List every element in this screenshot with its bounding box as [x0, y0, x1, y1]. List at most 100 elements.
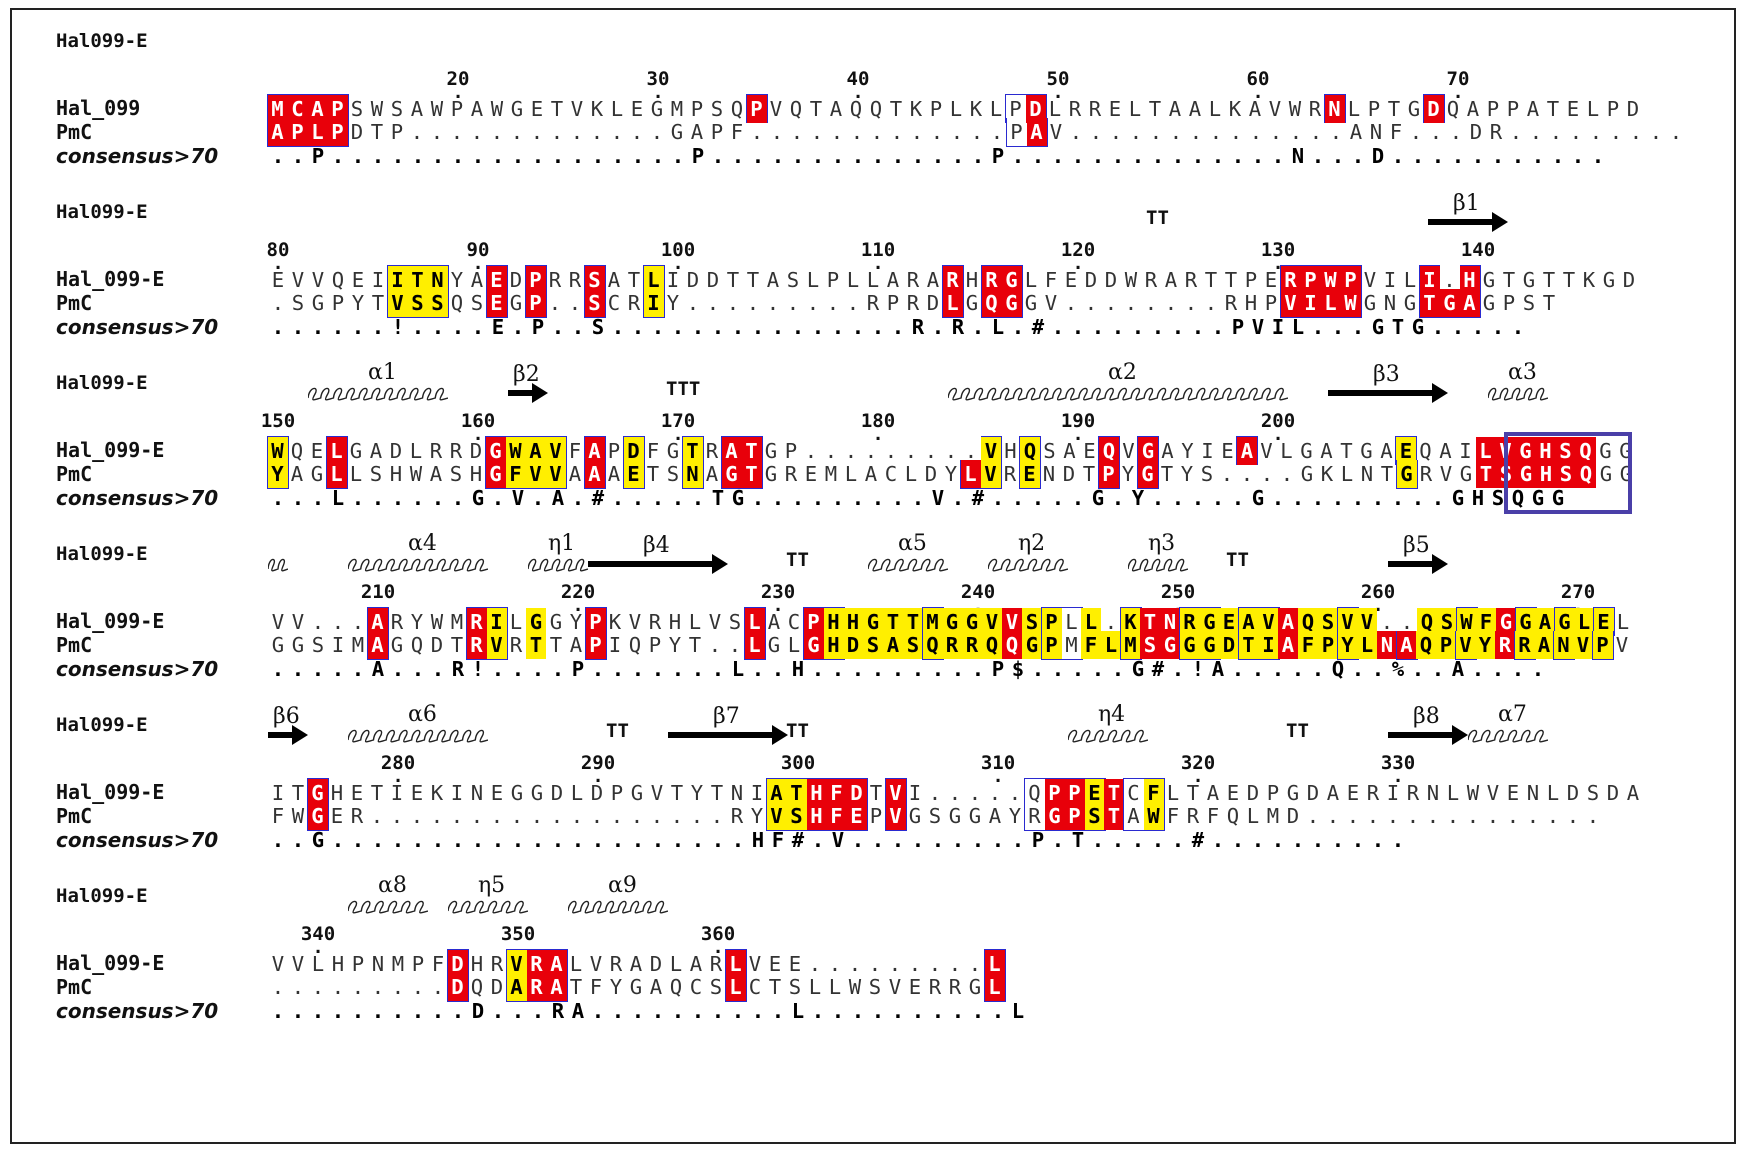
beta-strand-label: β8: [1413, 704, 1440, 729]
residue: .: [630, 804, 644, 828]
residue: I: [390, 781, 404, 805]
residue: .: [1311, 486, 1325, 510]
residue: .: [1329, 120, 1343, 144]
residue: G: [306, 802, 329, 831]
residue: .: [511, 828, 525, 852]
residue: L: [1048, 97, 1062, 121]
residue: .: [971, 315, 985, 339]
residue: .: [1249, 120, 1263, 144]
residue: .: [1391, 828, 1405, 852]
residue: .: [491, 828, 505, 852]
residue: R: [429, 439, 443, 463]
residue: R: [1184, 268, 1198, 292]
residue: .: [331, 999, 345, 1023]
residue: R: [449, 439, 463, 463]
residue: .: [1331, 486, 1345, 510]
residue: .: [1251, 144, 1265, 168]
residue: H: [469, 462, 483, 486]
residue: T: [741, 436, 763, 465]
residue: .: [950, 120, 964, 144]
residue: S: [786, 802, 807, 831]
residue: R: [526, 973, 547, 1002]
residue: R: [911, 315, 925, 339]
position-tick: .: [392, 766, 404, 787]
residue: .: [431, 657, 445, 681]
position-number-text: 130: [1260, 239, 1296, 261]
residue: D: [1286, 804, 1300, 828]
residue: K: [1119, 607, 1142, 636]
residue: .: [811, 999, 825, 1023]
residue: A: [1451, 657, 1465, 681]
consensus-label: consensus>70: [56, 315, 219, 339]
residue: R: [1406, 781, 1420, 805]
residue: I: [608, 633, 622, 657]
residue: .: [1446, 804, 1460, 828]
position-tick: .: [1272, 424, 1284, 445]
residue: .: [990, 120, 1004, 144]
helix-label: α7: [1498, 702, 1527, 727]
residue: I: [908, 781, 922, 805]
residue: .: [851, 315, 865, 339]
residue: T: [869, 781, 883, 805]
residue: D: [686, 268, 700, 292]
residue: .: [1351, 828, 1365, 852]
residue: L: [688, 610, 702, 634]
residue: S: [407, 289, 428, 318]
residue: Y: [450, 268, 464, 292]
residue: .: [591, 657, 605, 681]
residue: .: [908, 952, 922, 976]
residue: D: [926, 291, 940, 315]
residue: L: [1586, 97, 1600, 121]
residue: .: [450, 120, 464, 144]
position-tick: .: [1172, 595, 1184, 616]
residue: .: [1629, 120, 1643, 144]
residue: R: [1178, 607, 1200, 636]
residue: E: [1219, 608, 1239, 636]
residue: G: [1516, 460, 1536, 488]
residue: P: [648, 633, 662, 657]
residue: .: [1231, 828, 1245, 852]
residue: F: [1206, 804, 1220, 828]
residue: .: [411, 657, 425, 681]
consensus-sequence: ... L...... G. V. A. #..... T G......... V. #....…: [268, 484, 1568, 512]
residue: .: [1351, 486, 1365, 510]
position-tick: .: [472, 253, 484, 274]
residue: E: [1064, 268, 1078, 292]
residue: .: [271, 657, 285, 681]
position-number-text: 280: [380, 752, 416, 774]
residue: !: [1191, 657, 1205, 681]
residue: .: [371, 486, 385, 510]
residue: .: [331, 975, 345, 999]
residue: .: [804, 439, 818, 463]
residue: A: [829, 97, 843, 121]
residue: A: [720, 436, 742, 465]
residue: A: [366, 631, 389, 660]
position-number-text: 220: [560, 581, 596, 603]
position-number: 240.: [961, 581, 995, 615]
residue: .: [851, 144, 865, 168]
residue: H: [806, 778, 827, 807]
residue: .: [1526, 804, 1540, 828]
residue: .: [1291, 486, 1305, 510]
residue: E: [271, 268, 285, 292]
residue: S: [583, 265, 606, 294]
residue: V: [1357, 608, 1377, 636]
residue: .: [1089, 120, 1103, 144]
residue: S: [449, 462, 463, 486]
residue: D: [446, 949, 469, 978]
residue: #: [791, 828, 805, 852]
residue: R: [1279, 265, 1301, 294]
position-tick: .: [272, 424, 284, 445]
residue: .: [1071, 486, 1085, 510]
residue: .: [291, 657, 305, 681]
residue: .: [331, 144, 345, 168]
residue: E: [846, 802, 868, 831]
beta-strand-label: β6: [273, 704, 300, 729]
alignment-block: Hal099-E α4 η1 β4 TT α5 η2 η3 TT β5 210. 220. 230. 24…: [12, 531, 1734, 705]
residue: .: [1411, 144, 1425, 168]
residue: .: [671, 999, 685, 1023]
residue: .: [1311, 315, 1325, 339]
residue: L: [1081, 608, 1101, 636]
residue: H: [823, 607, 845, 636]
residue: .: [1291, 657, 1305, 681]
